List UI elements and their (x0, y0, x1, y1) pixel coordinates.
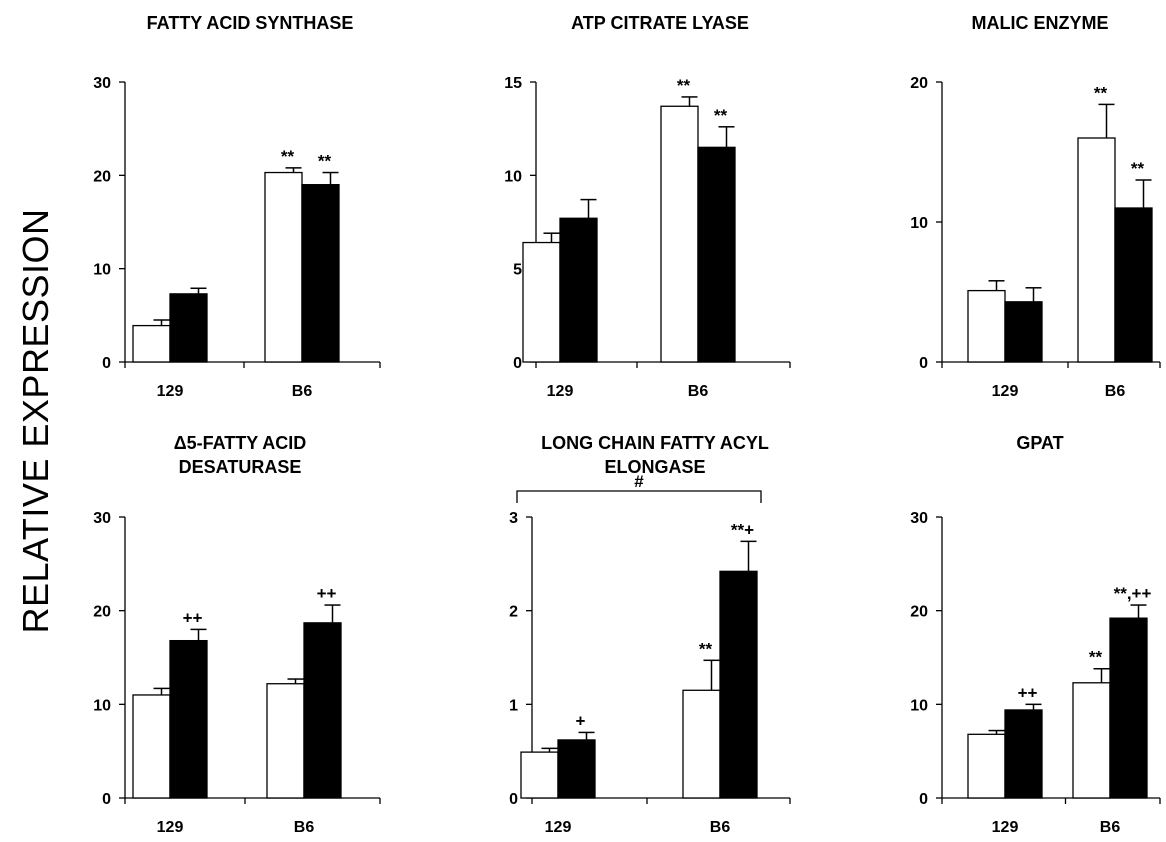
bar-series2-129 (1004, 709, 1043, 799)
significance-label: **,++ (1114, 584, 1152, 603)
significance-label: ** (1094, 83, 1108, 102)
chart-title: ATP CITRATE LYASE (571, 13, 749, 33)
x-category-label: 129 (545, 819, 572, 836)
bar-series1-129 (522, 241, 561, 363)
chart-panel-2: ATP CITRATE LYASE 0 5 10 15 129 B6 ** ** (504, 13, 791, 400)
y-tick-label: 0 (102, 355, 111, 372)
y-tick-label: 5 (513, 262, 522, 279)
x-category-label: B6 (688, 383, 709, 400)
y-tick-label: 0 (513, 355, 522, 372)
x-category-label: 129 (157, 819, 184, 836)
bar-series1-B6 (660, 105, 699, 363)
chart-panel-4: Δ5-FATTY ACID DESATURASE 0 10 20 30 129 B6 ++ ++ (93, 433, 381, 836)
significance-label: ** (1089, 648, 1103, 667)
y-tick-label: 10 (910, 697, 928, 714)
bar-series2-B6 (719, 570, 758, 799)
bar-series1-B6 (1072, 682, 1111, 799)
significance-bracket (516, 490, 762, 503)
significance-label: ** (714, 106, 728, 125)
y-tick-label: 10 (93, 697, 111, 714)
significance-label: **+ (731, 520, 754, 539)
y-tick-label: 30 (93, 510, 111, 527)
y-tick-label: 15 (504, 75, 522, 92)
chart-panel-6: GPAT 0 10 20 30 129 B6 ++ ** **,++ (910, 433, 1161, 836)
y-tick-label: 0 (509, 791, 518, 808)
significance-label: ** (677, 76, 691, 95)
chart-panel-1: FATTY ACID SYNTHASE 0 10 20 30 129 B6 ** ** (93, 13, 381, 400)
x-category-label: B6 (294, 819, 315, 836)
bar-series1-129 (520, 751, 559, 799)
y-tick-label: 20 (93, 168, 111, 185)
bar-series2-129 (169, 293, 208, 363)
bar-series1-129 (132, 324, 171, 363)
significance-label: ** (281, 147, 295, 166)
bar-series2-B6 (1114, 207, 1153, 363)
significance-label: ** (1131, 159, 1145, 178)
y-tick-label: 30 (93, 75, 111, 92)
y-tick-label: 30 (910, 510, 928, 527)
y-tick-label: 0 (919, 791, 928, 808)
y-tick-label: 2 (509, 604, 518, 621)
bar-series1-129 (967, 733, 1006, 799)
y-tick-label: 3 (509, 510, 518, 527)
x-category-label: 129 (547, 383, 574, 400)
y-tick-label: 0 (102, 791, 111, 808)
significance-label: ++ (1018, 683, 1038, 702)
chart-title: MALIC ENZYME (972, 13, 1109, 33)
y-tick-label: 1 (509, 697, 518, 714)
x-category-label: B6 (1105, 383, 1126, 400)
y-tick-label: 20 (93, 604, 111, 621)
bar-series2-B6 (303, 622, 342, 799)
bar-series1-B6 (1077, 137, 1116, 363)
significance-label: + (576, 711, 586, 730)
x-category-label: B6 (710, 819, 731, 836)
bar-series1-B6 (682, 689, 721, 799)
bar-series1-129 (132, 694, 171, 799)
chart-panel-5: LONG CHAIN FATTY ACYL ELONGASE 0 1 2 3 129 B6 + *… (509, 433, 791, 836)
chart-title: DESATURASE (179, 457, 302, 477)
x-category-label: 129 (157, 383, 184, 400)
bar-series2-B6 (697, 146, 736, 363)
bar-series2-129 (1004, 301, 1043, 363)
y-tick-label: 0 (919, 355, 928, 372)
bar-series2-B6 (1109, 617, 1148, 799)
significance-label: ** (699, 639, 713, 658)
y-tick-label: 10 (93, 262, 111, 279)
bar-series2-B6 (301, 184, 340, 363)
bar-series2-129 (557, 739, 596, 799)
chart-title: FATTY ACID SYNTHASE (147, 13, 354, 33)
significance-label: ++ (183, 608, 203, 627)
y-tick-label: 20 (910, 75, 928, 92)
significance-label: ** (318, 152, 332, 171)
bar-series2-129 (559, 217, 598, 363)
significance-label: ++ (317, 584, 337, 603)
bar-series1-B6 (264, 171, 303, 363)
bar-series2-129 (169, 639, 208, 799)
x-category-label: 129 (992, 383, 1019, 400)
y-tick-label: 10 (504, 168, 522, 185)
x-category-label: B6 (292, 383, 313, 400)
bar-series1-129 (967, 289, 1006, 363)
y-tick-label: 20 (910, 604, 928, 621)
x-category-label: B6 (1100, 819, 1121, 836)
chart-title: ELONGASE (604, 457, 705, 477)
chart-title: GPAT (1016, 433, 1063, 453)
x-category-label: 129 (992, 819, 1019, 836)
y-tick-label: 10 (910, 215, 928, 232)
chart-panel-3: MALIC ENZYME 0 10 20 129 B6 ** ** (910, 13, 1161, 400)
bracket-label: # (634, 472, 644, 491)
bar-series1-B6 (266, 683, 305, 799)
chart-title: Δ5-FATTY ACID (174, 433, 307, 453)
chart-title: LONG CHAIN FATTY ACYL (541, 433, 769, 453)
